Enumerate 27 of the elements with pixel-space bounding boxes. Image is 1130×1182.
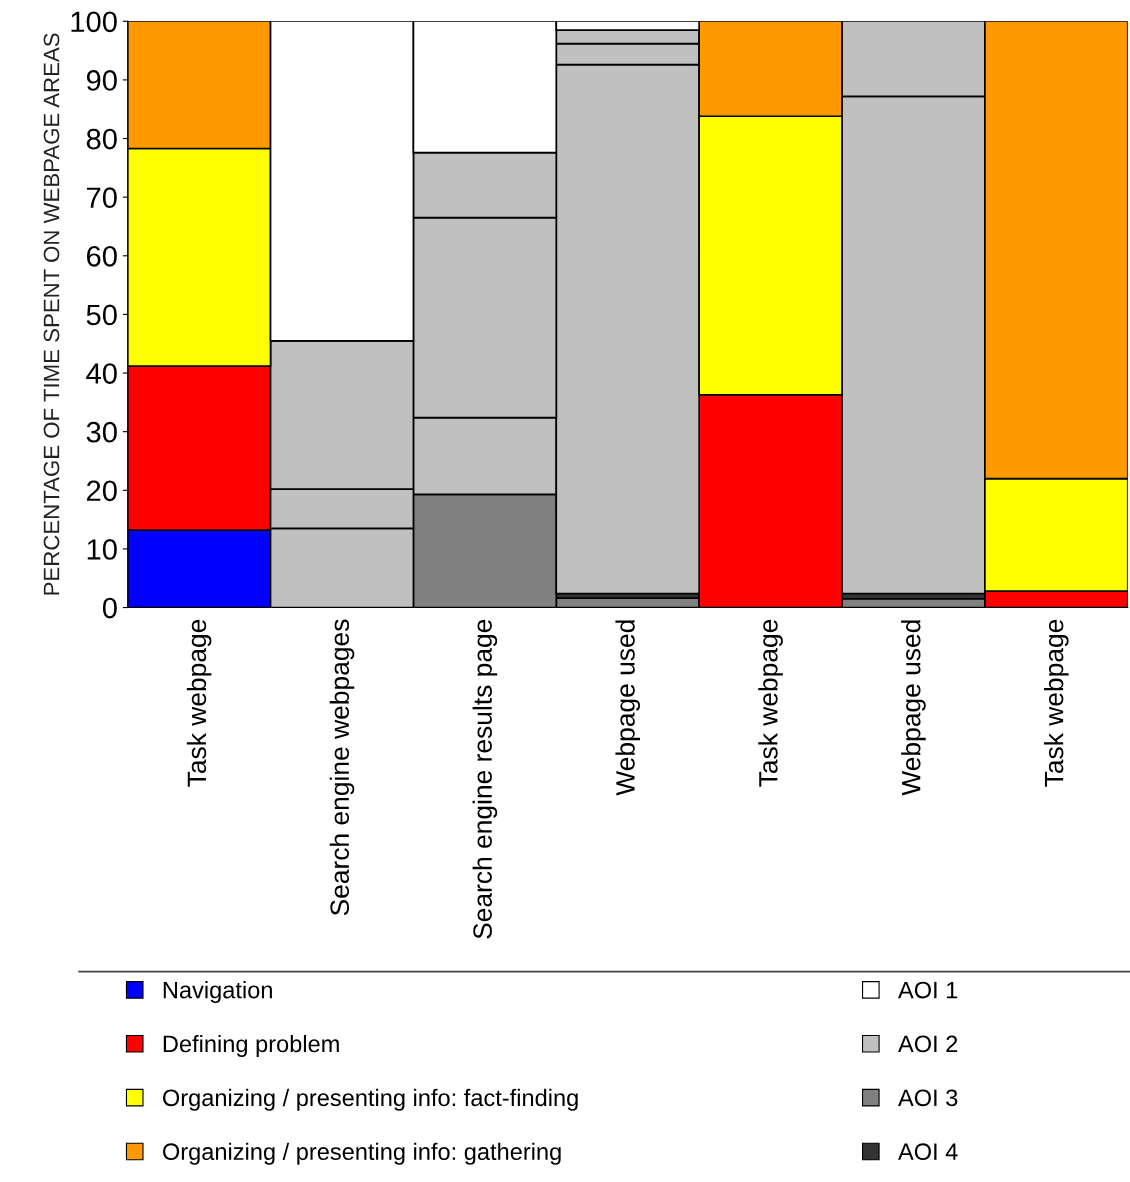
legend-label: Defining problem [163, 1034, 339, 1057]
legend-label: Organizing / presenting info: fact-finding [163, 1088, 578, 1111]
y-tick-label: 60 [87, 245, 117, 267]
y-tick-label: 100 [71, 11, 117, 33]
x-tick-label: Task webpage [758, 619, 783, 787]
x-tick-label: Task webpage [1044, 619, 1069, 787]
x-tick-label: Webpage used [615, 620, 641, 796]
y-tick-label: 50 [86, 304, 117, 326]
y-tick-label: 80 [86, 128, 117, 150]
legend-label: AOI 1 [898, 981, 958, 999]
y-tick-label: 90 [86, 70, 117, 91]
y-tick-label: 40 [86, 363, 117, 384]
legend-label: Organizing / presenting info: gathering [163, 1142, 561, 1165]
x-tick-label: Search engine webpages [329, 619, 355, 916]
y-tick-label: 20 [87, 480, 117, 502]
legend-label: Navigation [163, 981, 272, 1004]
y-tick-label: 10 [87, 539, 117, 560]
legend-label: AOI 4 [898, 1143, 958, 1161]
y-tick-label: 0 [102, 597, 117, 619]
y-tick-label: 30 [86, 421, 117, 443]
x-tick-label: Webpage used [901, 620, 926, 796]
x-tick-label: Task webpage [186, 619, 212, 787]
y-tick-label: 70 [87, 187, 117, 209]
y-axis-title: PERCENTAGE OF TIME SPENT ON WEBPAGE AREAS [43, 33, 60, 595]
legend-label: AOI 2 [898, 1035, 958, 1053]
x-tick-label: Search engine results page [472, 619, 498, 939]
legend-label: AOI 3 [898, 1089, 958, 1107]
